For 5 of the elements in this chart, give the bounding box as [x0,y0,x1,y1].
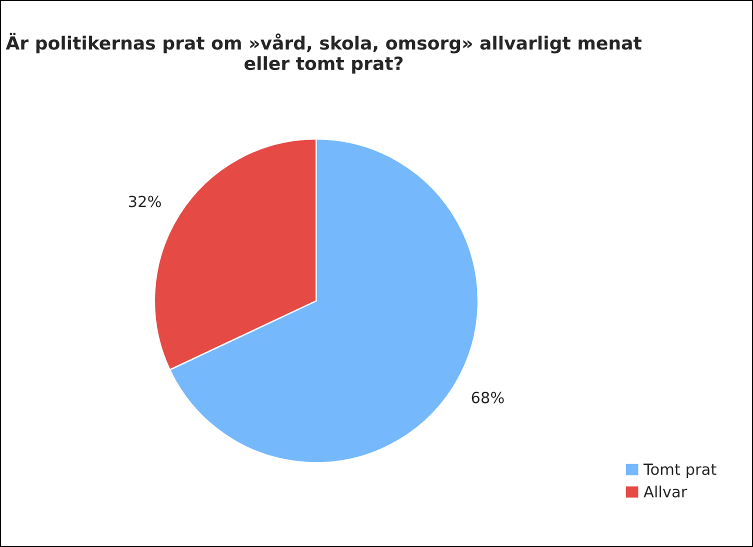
chart-title: Är politikernas prat om »vård, skola, omsorg» allvarligt menat eller tomt prat? [6,32,642,74]
legend-label: Allvar [644,486,688,498]
data-label: 68% [472,392,504,404]
legend-label: Tomt prat [643,464,716,478]
data-label: 32% [128,196,161,208]
